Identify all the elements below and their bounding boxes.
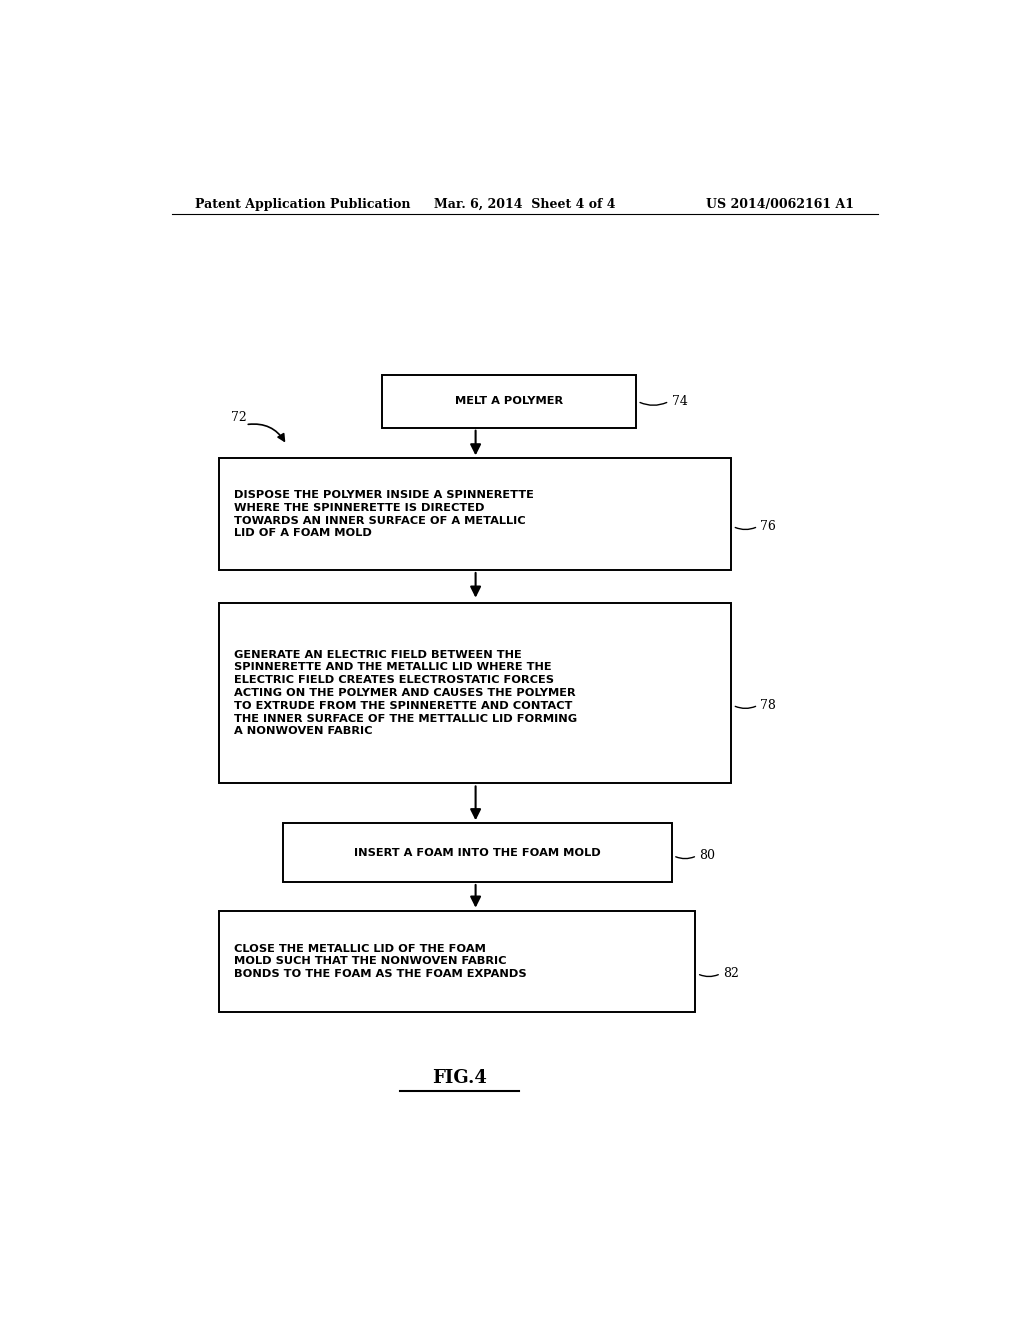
Text: 72: 72: [231, 411, 247, 424]
FancyArrowPatch shape: [676, 857, 694, 858]
FancyArrowPatch shape: [735, 706, 756, 709]
Bar: [283, 824, 672, 882]
Text: Patent Application Publication: Patent Application Publication: [196, 198, 411, 211]
FancyArrowPatch shape: [699, 974, 718, 977]
FancyArrowPatch shape: [248, 424, 285, 441]
Bar: [219, 602, 731, 784]
FancyArrowPatch shape: [640, 403, 667, 405]
Bar: [219, 911, 695, 1012]
Text: INSERT A FOAM INTO THE FOAM MOLD: INSERT A FOAM INTO THE FOAM MOLD: [354, 847, 600, 858]
Text: 74: 74: [672, 395, 687, 408]
Text: 82: 82: [723, 968, 739, 979]
Text: Mar. 6, 2014  Sheet 4 of 4: Mar. 6, 2014 Sheet 4 of 4: [434, 198, 615, 211]
FancyArrowPatch shape: [735, 528, 756, 529]
Bar: [219, 458, 731, 570]
Text: FIG.4: FIG.4: [432, 1069, 487, 1088]
Text: 80: 80: [699, 849, 716, 862]
Text: DISPOSE THE POLYMER INSIDE A SPINNERETTE
WHERE THE SPINNERETTE IS DIRECTED
TOWAR: DISPOSE THE POLYMER INSIDE A SPINNERETTE…: [233, 490, 534, 539]
Text: 78: 78: [761, 698, 776, 711]
Text: MELT A POLYMER: MELT A POLYMER: [455, 396, 563, 407]
Text: 76: 76: [761, 520, 776, 533]
Text: US 2014/0062161 A1: US 2014/0062161 A1: [707, 198, 854, 211]
Bar: [382, 375, 636, 428]
Text: GENERATE AN ELECTRIC FIELD BETWEEN THE
SPINNERETTE AND THE METALLIC LID WHERE TH: GENERATE AN ELECTRIC FIELD BETWEEN THE S…: [233, 649, 577, 737]
Text: CLOSE THE METALLIC LID OF THE FOAM
MOLD SUCH THAT THE NONWOVEN FABRIC
BONDS TO T: CLOSE THE METALLIC LID OF THE FOAM MOLD …: [233, 944, 526, 979]
